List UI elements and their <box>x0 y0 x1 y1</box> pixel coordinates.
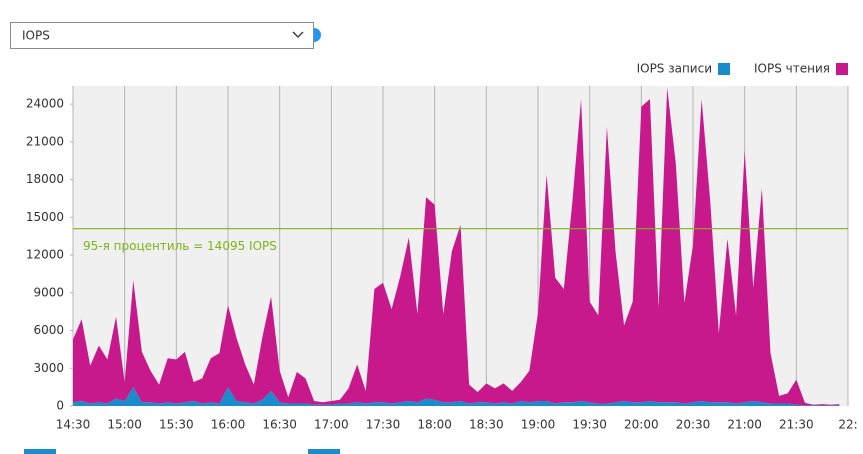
scroll-handle[interactable] <box>24 449 56 454</box>
legend-label: IOPS записи <box>637 62 712 76</box>
dropdown-indicator <box>314 28 321 42</box>
y-tick-label: 0 <box>56 399 64 413</box>
percentile-label: 95-я процентиль = 14095 IOPS <box>83 239 277 253</box>
x-tick-label: 14:30 <box>56 418 91 432</box>
area <box>73 387 840 406</box>
legend-swatch <box>836 63 848 75</box>
y-tick-label: 24000 <box>26 97 64 111</box>
x-tick-label: 21:30 <box>779 418 814 432</box>
x-tick-label: 20:00 <box>624 418 659 432</box>
x-tick-label: 21:00 <box>727 418 762 432</box>
x-tick-label: 19:30 <box>572 418 607 432</box>
legend-label: IOPS чтения <box>754 62 830 76</box>
x-tick-label: 22: <box>838 418 857 432</box>
x-tick-label: 15:30 <box>159 418 194 432</box>
x-tick-label: 17:00 <box>314 418 349 432</box>
x-tick-label: 16:00 <box>211 418 246 432</box>
y-tick-label: 9000 <box>33 285 64 299</box>
x-tick-label: 19:00 <box>521 418 556 432</box>
y-tick-label: 6000 <box>33 323 64 337</box>
x-tick-label: 20:30 <box>676 418 711 432</box>
dropdown-value: IOPS <box>22 29 50 43</box>
x-tick-label: 16:30 <box>262 418 297 432</box>
x-tick-label: 17:30 <box>366 418 401 432</box>
y-tick-label: 15000 <box>26 210 64 224</box>
scroll-handle[interactable] <box>308 449 340 454</box>
x-tick-label: 15:00 <box>107 418 142 432</box>
y-tick-label: 21000 <box>26 134 64 148</box>
x-tick-label: 18:00 <box>417 418 452 432</box>
dropdown[interactable] <box>10 22 314 49</box>
x-tick-label: 18:30 <box>469 418 504 432</box>
y-tick-label: 18000 <box>26 172 64 186</box>
legend-swatch <box>718 63 731 75</box>
dropdown-chevron <box>292 31 304 38</box>
area <box>73 87 840 406</box>
y-tick-label: 12000 <box>26 248 64 262</box>
y-tick-label: 3000 <box>33 361 64 375</box>
